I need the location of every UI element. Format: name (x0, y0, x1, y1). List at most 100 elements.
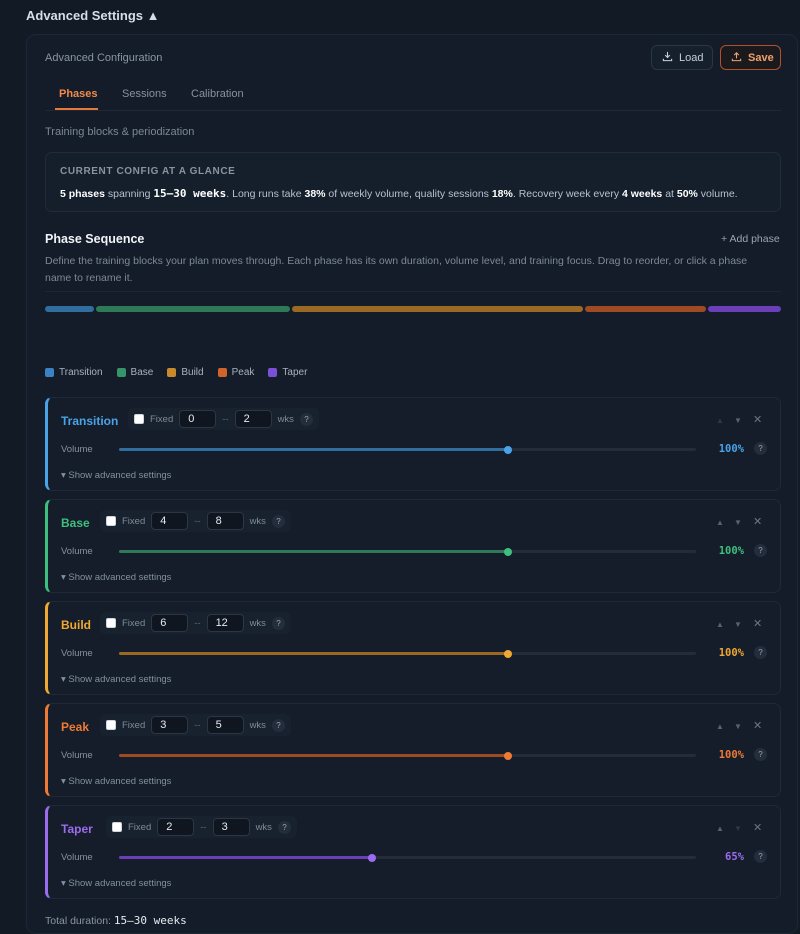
move-up-icon[interactable]: ▲ (716, 518, 724, 527)
tab-phases[interactable]: Phases (59, 88, 98, 100)
help-icon[interactable]: ? (271, 616, 285, 630)
phase-legend: Transition Base Build Peak Taper (45, 367, 307, 378)
help-icon[interactable]: ? (754, 646, 767, 659)
min-weeks-input[interactable]: 6 (151, 614, 189, 632)
weeks-unit: wks (249, 515, 266, 527)
volume-slider[interactable] (119, 751, 696, 760)
fixed-checkbox[interactable] (134, 414, 144, 424)
min-weeks-input[interactable]: 2 (157, 818, 195, 836)
timeline-segment-build[interactable] (291, 306, 583, 312)
phase-name-build[interactable]: Build (61, 618, 91, 632)
save-button[interactable]: Save (720, 45, 781, 70)
total-duration-value: 15–30 weeks (113, 914, 187, 927)
show-advanced-settings-toggle[interactable]: ▾ Show advanced settings (61, 674, 172, 685)
move-down-icon[interactable]: ▼ (734, 518, 742, 527)
volume-slider-thumb[interactable] (368, 853, 377, 862)
show-advanced-settings-toggle[interactable]: ▾ Show advanced settings (61, 572, 172, 583)
timeline-segment-base[interactable] (95, 306, 290, 312)
help-icon[interactable]: ? (277, 820, 291, 834)
volume-slider[interactable] (119, 445, 696, 454)
legend-label: Transition (59, 367, 103, 378)
move-up-icon[interactable]: ▲ (716, 824, 724, 833)
total-duration: Total duration: 15–30 weeks (45, 914, 187, 927)
phase-name-base[interactable]: Base (61, 516, 90, 530)
upload-icon (731, 51, 742, 65)
fixed-checkbox[interactable] (112, 822, 122, 832)
move-up-icon[interactable]: ▲ (716, 416, 724, 425)
move-up-icon[interactable]: ▲ (716, 620, 724, 629)
phase-card-transition[interactable]: Transition Fixed 0 -- 2 wks? ▲ ▼ ✕ Volume 100%? ▾ S… (45, 397, 781, 491)
remove-phase-icon[interactable]: ✕ (753, 720, 763, 732)
help-icon[interactable]: ? (271, 718, 285, 732)
min-weeks-input[interactable]: 4 (151, 512, 189, 530)
add-phase-button[interactable]: + Add phase (721, 233, 780, 245)
phase-card-base[interactable]: Base Fixed 4 -- 8 wks? ▲ ▼ ✕ Volume 100%? ▾ Show ad… (45, 499, 781, 593)
volume-slider[interactable] (119, 649, 696, 658)
phase-card-peak[interactable]: Peak Fixed 3 -- 5 wks? ▲ ▼ ✕ Volume 100%? ▾ Show ad… (45, 703, 781, 797)
legend-label: Taper (282, 367, 308, 378)
help-icon[interactable]: ? (299, 412, 313, 426)
move-up-icon[interactable]: ▲ (716, 722, 724, 731)
weeks-unit: wks (249, 617, 266, 629)
phase-card-taper[interactable]: Taper Fixed 2 -- 3 wks? ▲ ▼ ✕ Volume 65%? ▾ Show ad… (45, 805, 781, 899)
volume-slider-thumb[interactable] (504, 445, 513, 454)
help-icon[interactable]: ? (754, 850, 767, 863)
phase-name-taper[interactable]: Taper (61, 822, 93, 836)
move-down-icon[interactable]: ▼ (734, 416, 742, 425)
max-weeks-input[interactable]: 2 (234, 410, 272, 428)
help-icon[interactable]: ? (754, 748, 767, 761)
legend-swatch (268, 368, 278, 377)
remove-phase-icon[interactable]: ✕ (753, 414, 763, 426)
load-button[interactable]: Load (651, 45, 713, 70)
max-weeks-input[interactable]: 5 (206, 716, 244, 734)
max-weeks-input[interactable]: 12 (206, 614, 244, 632)
move-down-icon[interactable]: ▼ (734, 824, 742, 833)
divider (45, 291, 781, 292)
show-advanced-settings-toggle[interactable]: ▾ Show advanced settings (61, 878, 172, 889)
weeks-unit: wks (249, 719, 266, 731)
remove-phase-icon[interactable]: ✕ (753, 618, 763, 630)
volume-slider[interactable] (119, 547, 696, 556)
min-weeks-input[interactable]: 0 (179, 410, 217, 428)
remove-phase-icon[interactable]: ✕ (753, 516, 763, 528)
tab-calibration[interactable]: Calibration (191, 88, 244, 100)
timeline-segment-transition[interactable] (45, 306, 94, 312)
advanced-settings-toggle[interactable]: Advanced Settings ▲ (26, 8, 160, 23)
phase-name-transition[interactable]: Transition (61, 414, 119, 428)
volume-slider-thumb[interactable] (504, 547, 513, 556)
fixed-checkbox[interactable] (106, 720, 116, 730)
phase-card-build[interactable]: Build Fixed 6 -- 12 wks? ▲ ▼ ✕ Volume 100%? ▾ Show … (45, 601, 781, 695)
fixed-checkbox[interactable] (106, 516, 116, 526)
remove-phase-icon[interactable]: ✕ (753, 822, 763, 834)
max-weeks-input[interactable]: 3 (212, 818, 250, 836)
phase-name-peak[interactable]: Peak (61, 720, 90, 734)
legend-label: Base (130, 367, 154, 378)
help-icon[interactable]: ? (271, 514, 285, 528)
config-tabs: Phases Sessions Calibration (45, 85, 781, 111)
weeks-unit: wks (277, 413, 294, 425)
help-icon[interactable]: ? (754, 544, 767, 557)
volume-slider-thumb[interactable] (504, 649, 513, 658)
legend-item-taper: Taper (268, 367, 307, 378)
legend-swatch (217, 368, 227, 377)
volume-label: Volume (61, 750, 93, 761)
volume-value: 100% (718, 749, 744, 761)
timeline-segment-taper[interactable] (708, 306, 781, 312)
max-weeks-input[interactable]: 8 (206, 512, 244, 530)
range-dash: -- (194, 617, 201, 629)
timeline-segment-peak[interactable] (584, 306, 707, 312)
volume-slider-thumb[interactable] (504, 751, 513, 760)
fixed-checkbox[interactable] (106, 618, 116, 628)
volume-value: 100% (718, 647, 744, 659)
tab-sessions[interactable]: Sessions (122, 88, 167, 100)
show-advanced-settings-toggle[interactable]: ▾ Show advanced settings (61, 470, 172, 481)
move-down-icon[interactable]: ▼ (734, 722, 742, 731)
range-dash: -- (222, 413, 229, 425)
move-down-icon[interactable]: ▼ (734, 620, 742, 629)
volume-slider[interactable] (119, 853, 696, 862)
range-dash: -- (194, 719, 201, 731)
weeks-unit: wks (255, 821, 272, 833)
show-advanced-settings-toggle[interactable]: ▾ Show advanced settings (61, 776, 172, 787)
help-icon[interactable]: ? (754, 442, 767, 455)
min-weeks-input[interactable]: 3 (151, 716, 189, 734)
